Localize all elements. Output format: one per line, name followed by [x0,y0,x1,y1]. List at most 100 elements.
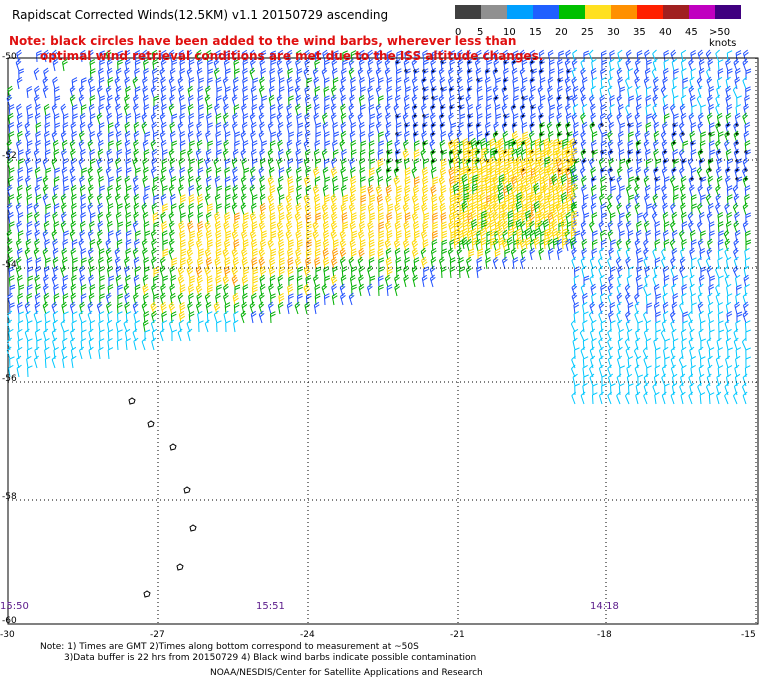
wind-barb [727,195,733,206]
wind-barb [599,194,607,206]
wind-barb [681,176,688,188]
wind-barb [607,86,615,98]
wind-barb [680,257,688,269]
footer-note-1: Note: 1) Times are GMT 2)Times along bot… [40,642,419,652]
island-outline [170,444,176,450]
wind-barb [718,132,724,143]
wind-barb [629,195,634,206]
wind-barb [377,113,384,125]
wind-barb [241,194,249,206]
wind-barb [742,374,750,386]
wind-barb [724,140,733,152]
wind-barb [62,167,69,179]
wind-barb [378,285,384,296]
wind-barb [251,311,258,323]
lon-label-27: -27 [150,630,165,640]
wind-barb [652,383,661,395]
wind-barb [117,339,123,350]
wind-barb [187,248,195,260]
wind-barb [620,231,625,242]
wind-barb [498,192,505,204]
wind-barb [403,140,411,152]
wind-barb [98,347,105,359]
wind-barb [404,257,410,269]
wind-barb [349,293,357,305]
wind-barb [440,203,447,215]
wind-barb [734,194,742,206]
wind-barb [716,86,724,98]
wind-barb [359,284,366,296]
wind-barb [80,122,87,134]
wind-barb [662,122,670,134]
wind-barb [305,149,312,161]
wind-barb [735,356,742,368]
wind-barb [34,356,42,368]
wind-barb [43,329,51,341]
wind-barb [133,311,140,323]
wind-barb [79,140,87,152]
wind-barb [269,203,276,215]
wind-barb [177,122,185,134]
wind-barb [186,257,194,269]
wind-barb [44,221,51,233]
wind-barb [314,194,321,206]
wind-barb [680,248,688,260]
wind-barb [643,248,652,260]
wind-barb [169,266,176,278]
wind-barb [143,212,150,224]
lon-label-21: -21 [450,630,465,640]
wind-barb [521,248,528,260]
wind-barb [647,303,652,314]
wind-barb [620,186,625,197]
wind-barb [197,140,204,152]
wind-barb [493,257,501,269]
wind-barb [341,203,348,215]
wind-barb [17,248,24,260]
wind-barb [565,50,573,62]
wind-barb [114,122,122,134]
wind-barb [745,258,751,269]
wind-barb [151,338,159,350]
wind-barb [154,294,159,305]
wind-barb [106,302,114,314]
wind-barb [690,284,697,296]
wind-barb [126,339,132,350]
wind-barb [241,302,248,314]
wind-barb [681,365,688,377]
wind-barb [25,149,32,161]
wind-barb [707,374,715,386]
wind-barb [662,392,670,404]
wind-barb [89,347,96,359]
wind-barb [422,194,429,206]
wind-barb [259,104,267,116]
wind-barb [340,293,348,305]
wind-barb [324,294,330,305]
wind-barb [196,302,204,314]
wind-barb [662,365,670,377]
wind-barb [581,221,589,233]
wind-barb [387,285,393,296]
wind-barb [620,366,625,377]
wind-barb [386,185,393,197]
wind-barb [590,329,598,341]
wind-barb [151,311,159,323]
wind-barb [451,123,456,134]
wind-barb [286,167,294,179]
wind-barb [743,104,751,116]
wind-barb [316,213,321,224]
wind-barb [652,203,661,215]
wind-barb [599,347,607,359]
wind-barb [707,185,715,197]
wind-barb [205,86,213,98]
wind-barb [43,68,51,80]
wind-barb [206,185,213,197]
wind-barb [367,284,375,296]
wind-barb [555,113,564,127]
wind-barb [698,239,706,251]
wind-barb [681,95,688,107]
wind-barb [701,177,706,188]
wind-barb [34,149,42,161]
wind-barb [670,392,678,404]
wind-barb [511,248,519,260]
wind-barb [637,159,643,170]
